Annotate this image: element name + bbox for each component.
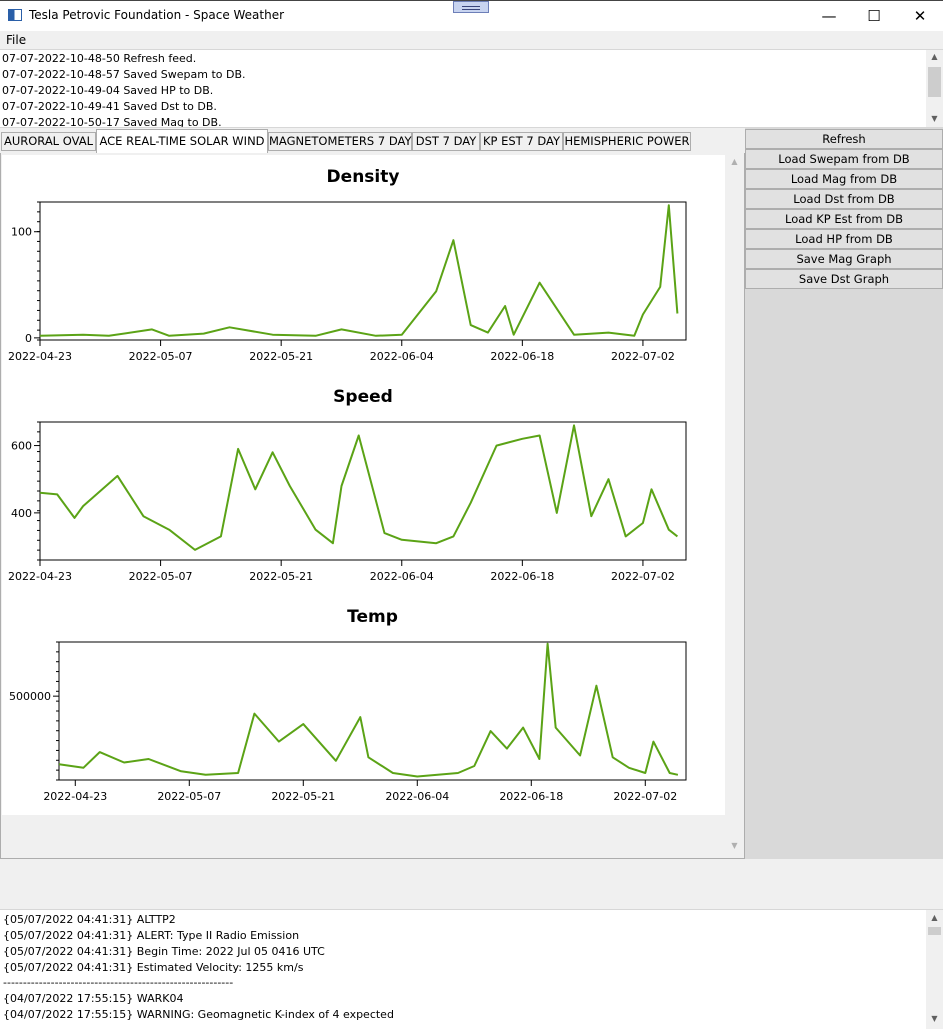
log-line: 07-07-2022-10-50-17 Saved Mag to DB. bbox=[2, 116, 222, 128]
alert-line: {05/07/2022 04:41:31} Begin Time: 2022 J… bbox=[3, 945, 325, 958]
content-scrollbar[interactable]: ▲ ▼ bbox=[726, 153, 744, 857]
chart-title: Density bbox=[327, 167, 400, 187]
alerts-feed[interactable]: {05/07/2022 04:41:31} ALTTP2 {05/07/2022… bbox=[0, 909, 943, 1029]
y-tick-label: 100 bbox=[11, 226, 32, 239]
tab-hemispheric-power[interactable]: HEMISPHERIC POWER bbox=[563, 132, 691, 151]
x-tick-label: 2022-04-23 bbox=[8, 350, 72, 363]
alert-separator: ----------------------------------------… bbox=[3, 976, 234, 989]
x-tick-label: 2022-05-07 bbox=[129, 350, 193, 363]
scroll-down-icon[interactable]: ▼ bbox=[731, 841, 738, 850]
log-line: 07-07-2022-10-48-57 Saved Swepam to DB. bbox=[2, 68, 246, 81]
log-line: 07-07-2022-10-49-04 Saved HP to DB. bbox=[2, 84, 214, 97]
menu-file[interactable]: File bbox=[6, 33, 27, 47]
x-tick-label: 2022-05-21 bbox=[249, 570, 313, 583]
x-tick-label: 2022-05-07 bbox=[129, 570, 193, 583]
x-tick-label: 2022-06-04 bbox=[370, 350, 434, 363]
load-swepam-button[interactable]: Load Swepam from DB bbox=[745, 149, 943, 169]
scroll-thumb[interactable] bbox=[928, 67, 941, 97]
scroll-down-icon[interactable]: ▼ bbox=[931, 114, 938, 123]
load-dst-button[interactable]: Load Dst from DB bbox=[745, 189, 943, 209]
activity-log[interactable]: 07-07-2022-10-48-50 Refresh feed. 07-07-… bbox=[0, 49, 943, 128]
action-panel: Refresh Load Swepam from DB Load Mag fro… bbox=[745, 128, 943, 859]
alert-line: {05/07/2022 04:41:31} ALERT: Type II Rad… bbox=[3, 929, 300, 942]
x-tick-label: 2022-06-04 bbox=[385, 790, 449, 803]
scroll-up-icon[interactable]: ▲ bbox=[931, 913, 938, 922]
load-hp-button[interactable]: Load HP from DB bbox=[745, 229, 943, 249]
solar-wind-charts: Density 0 100 2022-04-23 2022-05-07 2022-05-2… bbox=[2, 155, 725, 815]
x-tick-label: 2022-07-02 bbox=[613, 790, 677, 803]
x-tick-label: 2022-05-21 bbox=[249, 350, 313, 363]
plot-frame bbox=[39, 421, 687, 561]
alert-line: {05/07/2022 04:41:31} ALTTP2 bbox=[3, 913, 176, 926]
log-line: 07-07-2022-10-49-41 Saved Dst to DB. bbox=[2, 100, 217, 113]
window-grip-handle[interactable] bbox=[453, 1, 489, 13]
x-tick-label: 2022-06-18 bbox=[490, 570, 554, 583]
menu-bar: File bbox=[0, 31, 943, 49]
series-line bbox=[39, 424, 679, 551]
charts-canvas: Density 0 100 2022-04-23 2022-05-07 2022-05-2… bbox=[8, 167, 687, 803]
x-tick-label: 2022-05-21 bbox=[271, 790, 335, 803]
x-tick-label: 2022-07-02 bbox=[611, 570, 675, 583]
x-tick-label: 2022-06-04 bbox=[370, 570, 434, 583]
y-tick-label: 400 bbox=[11, 507, 32, 520]
load-kp-est-button[interactable]: Load KP Est from DB bbox=[745, 209, 943, 229]
window-title: Tesla Petrovic Foundation - Space Weathe… bbox=[29, 8, 285, 22]
maximize-button[interactable]: ☐ bbox=[867, 7, 881, 25]
load-mag-button[interactable]: Load Mag from DB bbox=[745, 169, 943, 189]
tab-dst-7-day[interactable]: DST 7 DAY bbox=[412, 132, 480, 151]
scroll-up-icon[interactable]: ▲ bbox=[731, 157, 738, 166]
y-tick-label: 500000 bbox=[9, 690, 51, 703]
tab-auroral-oval[interactable]: AURORAL OVAL bbox=[1, 132, 96, 151]
plot-frame bbox=[39, 201, 687, 341]
alert-line: {04/07/2022 17:55:15} WARNING: Geomagnet… bbox=[3, 1008, 394, 1021]
app-icon bbox=[8, 9, 22, 21]
x-tick-label: 2022-06-18 bbox=[490, 350, 554, 363]
tab-ace-real-time-solar-wind[interactable]: ACE REAL-TIME SOLAR WIND bbox=[96, 129, 268, 153]
close-button[interactable]: ✕ bbox=[913, 7, 927, 25]
scroll-thumb[interactable] bbox=[928, 927, 941, 935]
x-tick-label: 2022-07-02 bbox=[611, 350, 675, 363]
y-tick-label: 600 bbox=[11, 440, 32, 453]
minimize-button[interactable]: — bbox=[821, 7, 837, 25]
tab-magnetometers-7-day[interactable]: MAGNETOMETERS 7 DAY bbox=[268, 132, 412, 151]
alert-line: {04/07/2022 17:55:15} WARK04 bbox=[3, 992, 184, 1005]
alerts-scrollbar[interactable]: ▲ ▼ bbox=[926, 910, 943, 1029]
refresh-button[interactable]: Refresh bbox=[745, 129, 943, 149]
series-line bbox=[58, 642, 679, 778]
save-dst-graph-button[interactable]: Save Dst Graph bbox=[745, 269, 943, 289]
title-bar: Tesla Petrovic Foundation - Space Weathe… bbox=[0, 0, 943, 31]
scroll-down-icon[interactable]: ▼ bbox=[931, 1014, 938, 1023]
x-tick-label: 2022-04-23 bbox=[8, 570, 72, 583]
y-tick-label: 0 bbox=[25, 332, 32, 345]
series-line bbox=[39, 204, 679, 337]
chart-title: Temp bbox=[347, 607, 398, 627]
log-line: 07-07-2022-10-48-50 Refresh feed. bbox=[2, 52, 197, 65]
alert-line: {05/07/2022 04:41:31} Estimated Velocity… bbox=[3, 961, 304, 974]
log-scrollbar[interactable]: ▲ ▼ bbox=[926, 50, 943, 127]
tab-kp-est-7-day[interactable]: KP EST 7 DAY bbox=[480, 132, 563, 151]
x-tick-label: 2022-04-23 bbox=[43, 790, 107, 803]
x-tick-label: 2022-06-18 bbox=[499, 790, 563, 803]
save-mag-graph-button[interactable]: Save Mag Graph bbox=[745, 249, 943, 269]
x-tick-label: 2022-05-07 bbox=[157, 790, 221, 803]
chart-title: Speed bbox=[333, 387, 393, 407]
scroll-up-icon[interactable]: ▲ bbox=[931, 52, 938, 61]
